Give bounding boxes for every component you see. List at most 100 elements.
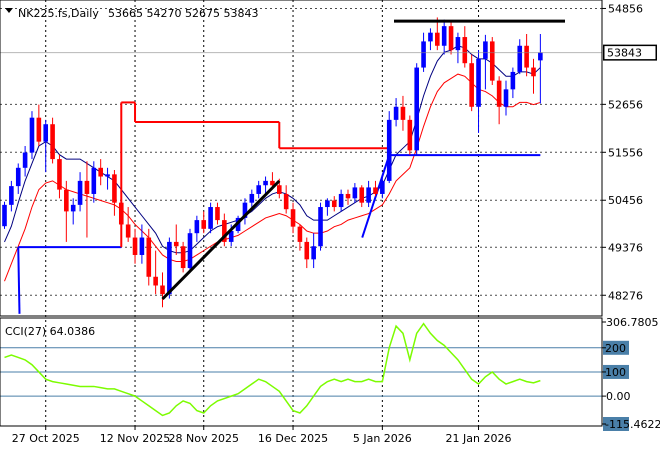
candle-body <box>469 63 474 107</box>
y-tick-label: 52656 <box>608 98 643 111</box>
candle-body <box>373 187 378 194</box>
candle-body <box>9 186 14 205</box>
candle-body <box>112 174 117 203</box>
candle-body <box>345 193 351 199</box>
candle-body <box>503 89 509 107</box>
y-tick-label: 48276 <box>608 289 643 302</box>
candle-body <box>483 41 488 59</box>
candle-body <box>421 41 426 68</box>
y-tick-label: 49376 <box>608 241 643 254</box>
y-tick-label: 50456 <box>608 194 643 207</box>
cci-y-tick-label: 200 <box>605 342 626 355</box>
candle-body <box>414 67 419 151</box>
cci-title: CCI(27) 64.0386 <box>5 325 95 338</box>
candle-body <box>242 202 248 218</box>
trendline <box>161 179 281 301</box>
candle-body <box>64 189 69 212</box>
candle-body <box>36 117 42 142</box>
candle-body <box>407 119 413 151</box>
candle-body <box>208 207 213 229</box>
candle-body <box>15 167 21 187</box>
candle-body <box>118 202 124 225</box>
candle-body <box>462 37 468 64</box>
x-tick-label: 5 Jan 2026 <box>353 432 412 445</box>
candle-body <box>290 209 296 227</box>
candle-body <box>201 220 207 229</box>
candle-body <box>222 220 227 242</box>
cci-line <box>4 322 541 417</box>
candle-body <box>489 41 495 81</box>
trailing-stop-segment <box>17 247 21 314</box>
candle-body <box>256 185 261 194</box>
candle-body <box>77 180 83 205</box>
candle-body <box>160 285 165 295</box>
candle-body <box>331 200 337 208</box>
candle-body <box>297 226 303 242</box>
last-price-label: 53843 <box>607 47 642 60</box>
candle-body <box>187 233 193 269</box>
candle-body <box>215 207 220 221</box>
candle-body <box>98 167 103 177</box>
candle-body <box>70 204 76 212</box>
candle-body <box>366 187 371 203</box>
candle-body <box>180 246 186 269</box>
cci-y-tick-label: 100 <box>605 366 626 379</box>
candle-body <box>386 119 392 181</box>
candle-body <box>476 58 481 107</box>
candle-body <box>105 174 110 177</box>
cci-y-tick-label: -115.4622 <box>605 418 660 431</box>
candle-body <box>57 159 62 190</box>
candle-body <box>455 37 461 51</box>
candle-body <box>43 124 49 142</box>
candle-body <box>194 220 200 234</box>
candle-body <box>441 26 447 46</box>
candle-body <box>338 193 344 208</box>
candle-body <box>50 124 55 160</box>
candle-body <box>311 246 316 260</box>
candle-body <box>263 180 268 186</box>
x-tick-label: 27 Oct 2025 <box>12 432 80 445</box>
candle-body <box>91 167 97 194</box>
candle-body <box>538 52 543 61</box>
candle-body <box>531 67 536 77</box>
collapse-triangle-icon[interactable] <box>5 8 13 13</box>
candle-body <box>304 241 310 260</box>
candle-body <box>29 117 35 153</box>
x-tick-label: 12 Nov 2025 <box>100 432 170 445</box>
candle-body <box>517 45 523 72</box>
last-price-tag-inner <box>603 45 657 61</box>
cci-level-tag <box>603 364 629 379</box>
y-tick-label: 54856 <box>608 2 643 15</box>
candle-body <box>173 241 179 247</box>
candle-body <box>524 45 529 68</box>
candle-body <box>277 185 282 194</box>
candle-body <box>325 200 330 208</box>
y-tick-label: 51556 <box>608 146 643 159</box>
candle-body <box>139 237 145 255</box>
trailing-stop-segment <box>361 154 391 238</box>
cci-panel-frame <box>0 317 603 427</box>
candle-body <box>228 231 234 242</box>
cci-level-tag <box>603 340 629 355</box>
candle-body <box>359 187 365 203</box>
x-tick-label: 28 Nov 2025 <box>169 432 239 445</box>
cci-y-tick-label: 306.7805 <box>606 316 659 329</box>
candle-body <box>318 207 323 247</box>
candle-body <box>146 237 152 277</box>
x-tick-label: 21 Jan 2026 <box>446 432 512 445</box>
candle-body <box>510 71 516 90</box>
candle-body <box>167 241 172 295</box>
x-tick-label: 16 Dec 2025 <box>258 432 328 445</box>
candle-body <box>132 237 138 255</box>
candle-body <box>380 180 385 194</box>
candle-body <box>249 193 255 203</box>
candle-body <box>2 204 7 227</box>
candle-body <box>428 32 433 42</box>
candle-body <box>283 193 289 210</box>
candle-body <box>393 106 399 120</box>
candle-body <box>448 26 454 51</box>
candle-body <box>496 80 502 107</box>
candle-body <box>22 152 28 168</box>
candle-body <box>352 187 358 199</box>
